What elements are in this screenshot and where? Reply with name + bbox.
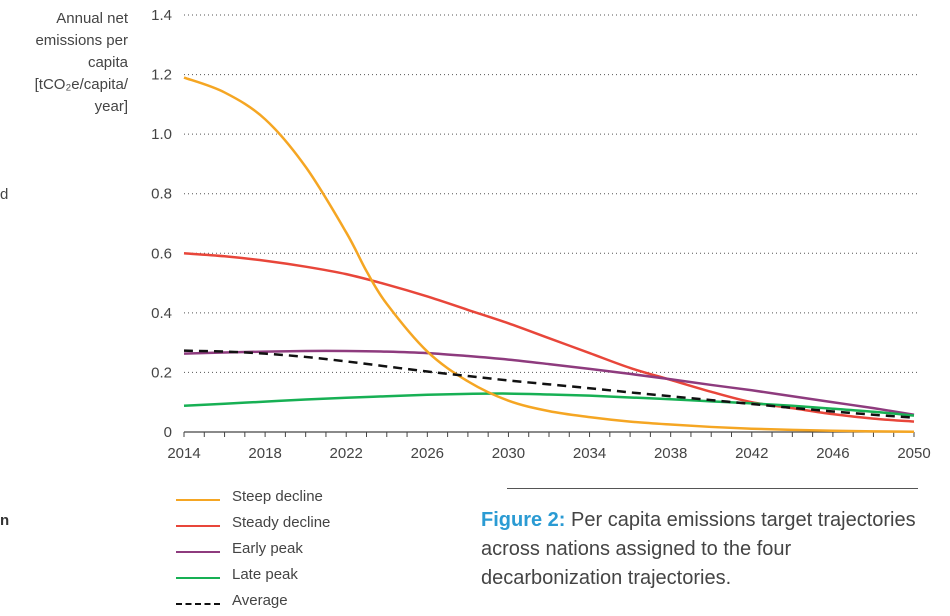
legend-swatch <box>176 551 220 553</box>
y-tick-label: 0.8 <box>151 186 172 203</box>
y-tick-label: 1.4 <box>151 7 172 24</box>
caption-divider <box>507 488 918 489</box>
y-tick-label: 0.4 <box>151 305 172 322</box>
y-tick-label: 1.0 <box>151 126 172 143</box>
y-tick-label: 1.2 <box>151 67 172 84</box>
x-tick-label: 2042 <box>735 445 768 462</box>
legend-label: Early peak <box>232 540 303 557</box>
x-tick-label: 2014 <box>167 445 200 462</box>
y-tick-label: 0.6 <box>151 245 172 262</box>
y-axis-label-line: emissions per <box>35 32 128 49</box>
legend-swatch <box>176 525 220 527</box>
x-tick-label: 2022 <box>330 445 363 462</box>
y-axis-label-line: year] <box>94 98 128 115</box>
y-tick-label: 0.2 <box>151 364 172 381</box>
x-tick-label: 2018 <box>248 445 281 462</box>
x-tick-label: 2046 <box>816 445 849 462</box>
x-tick-label: 2030 <box>492 445 525 462</box>
y-axis-label-line: Annual net <box>56 10 128 27</box>
legend-label: Steep decline <box>232 488 323 505</box>
y-axis-ticks: 0 0.2 0.4 0.6 0.8 1.0 1.2 1.4 <box>151 7 172 441</box>
legend-label: Average <box>232 592 288 609</box>
y-axis-label: Annual net emissions per capita [tCO₂e/c… <box>0 8 128 118</box>
x-tick-label: 2034 <box>573 445 606 462</box>
series-lines <box>183 76 915 433</box>
x-tick-label: 2050 <box>897 445 930 462</box>
legend-swatch <box>176 577 220 579</box>
grid-lines <box>184 14 918 373</box>
legend-swatch <box>176 603 220 605</box>
series-line-steady-decline <box>183 252 915 423</box>
y-axis-label-line: capita <box>87 54 128 71</box>
legend-label: Steady decline <box>232 514 331 531</box>
y-tick-label: 0 <box>164 424 172 441</box>
caption-text: Per capita emissions target trajectories… <box>481 509 916 589</box>
x-tick-label: 2026 <box>411 445 444 462</box>
series-line-early-peak <box>183 349 915 416</box>
figure-caption: Figure 2: Per capita emissions target tr… <box>481 506 921 593</box>
caption-label: Figure 2: <box>481 509 566 531</box>
y-axis-label-line: [tCO₂e/capita/ <box>34 76 128 93</box>
legend-swatch <box>176 499 220 501</box>
cropped-edge-text: d <box>0 186 9 203</box>
series-line-late-peak <box>183 392 915 417</box>
series-line-steep-decline <box>183 76 915 433</box>
x-tick-label: 2038 <box>654 445 687 462</box>
x-axis: 2014 2018 2022 2026 2030 2034 2038 2042 2046 2050 <box>167 431 931 462</box>
series-line-average <box>183 349 915 419</box>
legend-label: Late peak <box>232 566 298 583</box>
cropped-edge-text: n <box>0 512 10 529</box>
